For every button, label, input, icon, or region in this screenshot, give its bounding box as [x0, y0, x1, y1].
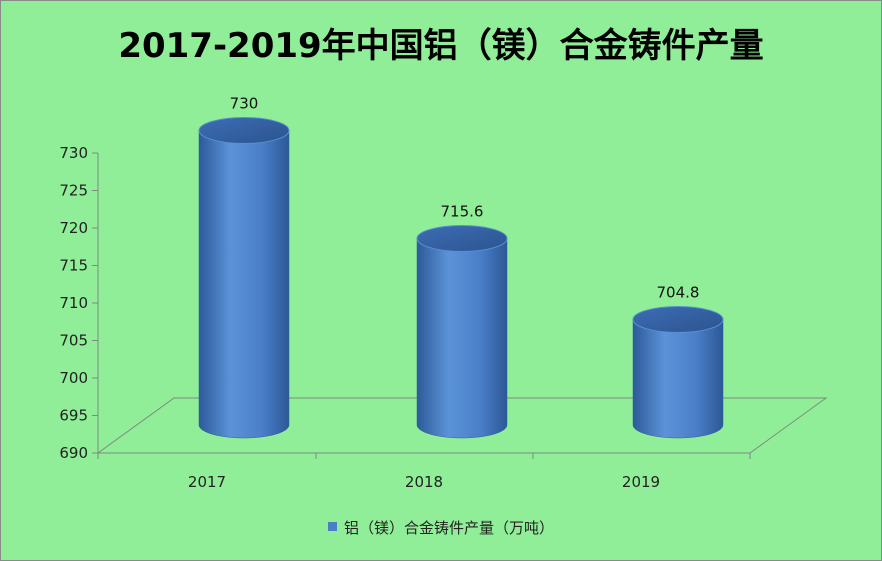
bar-2017 — [198, 117, 290, 439]
data-label: 730 — [230, 95, 259, 113]
y-tick-label: 710 — [59, 294, 88, 312]
data-label: 704.8 — [657, 284, 700, 302]
legend-swatch — [327, 522, 337, 531]
y-tick-label: 705 — [59, 332, 88, 350]
y-tick-label: 715 — [59, 257, 88, 275]
y-tick-label: 730 — [59, 144, 88, 162]
bar-body — [198, 130, 290, 439]
y-tick-label: 695 — [59, 407, 88, 425]
legend-label: 铝（镁）合金铸件产量（万吨） — [343, 519, 554, 537]
legend: 铝（镁）合金铸件产量（万吨） — [0, 517, 882, 538]
x-tick-label: 2018 — [405, 473, 443, 491]
y-tick-label: 720 — [59, 219, 88, 237]
x-tick-label: 2017 — [188, 473, 226, 491]
chart-title: 2017-2019年中国铝（镁）合金铸件产量 — [118, 26, 764, 66]
bar-body — [416, 238, 508, 439]
bar-2018 — [416, 225, 508, 439]
bar-top — [416, 225, 508, 252]
data-label: 715.6 — [441, 203, 484, 221]
y-tick-label: 700 — [59, 369, 88, 387]
bar-2019 — [632, 306, 724, 439]
bar-body — [632, 319, 724, 439]
bar-top — [198, 117, 290, 144]
y-tick-label: 690 — [59, 444, 88, 462]
y-tick-label: 725 — [59, 182, 88, 200]
x-tick-label: 2019 — [622, 473, 660, 491]
bar-top — [632, 306, 724, 333]
